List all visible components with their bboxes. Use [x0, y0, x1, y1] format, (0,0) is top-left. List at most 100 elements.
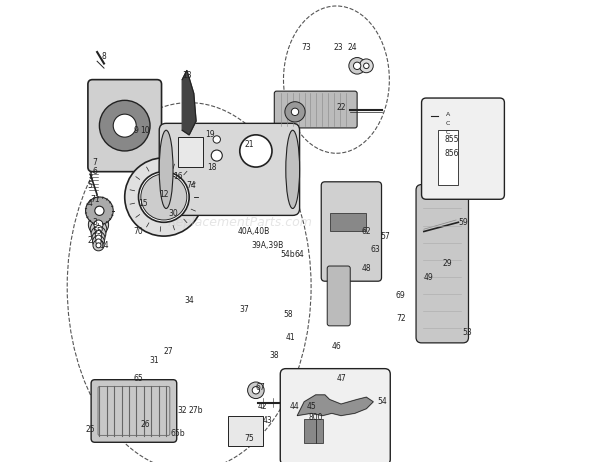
Text: 3: 3: [93, 218, 97, 227]
Text: 2: 2: [88, 236, 93, 245]
Circle shape: [96, 235, 101, 241]
FancyBboxPatch shape: [91, 380, 177, 442]
FancyBboxPatch shape: [88, 80, 162, 172]
Text: 800: 800: [309, 413, 323, 422]
Text: ReplacementParts.com: ReplacementParts.com: [168, 216, 312, 229]
Circle shape: [208, 130, 226, 149]
Text: 16: 16: [173, 172, 182, 181]
Circle shape: [96, 239, 101, 244]
Text: 19: 19: [205, 131, 215, 139]
FancyBboxPatch shape: [321, 182, 382, 281]
Text: 21: 21: [244, 139, 254, 149]
Circle shape: [86, 197, 113, 225]
FancyBboxPatch shape: [159, 123, 300, 215]
Text: 4: 4: [88, 200, 93, 208]
Circle shape: [349, 57, 365, 74]
Text: 74: 74: [186, 181, 196, 190]
Text: 12: 12: [159, 190, 169, 199]
Circle shape: [291, 108, 299, 116]
Text: 54: 54: [378, 397, 387, 406]
Circle shape: [113, 114, 136, 137]
Circle shape: [93, 236, 104, 248]
FancyBboxPatch shape: [422, 98, 504, 199]
Text: A: A: [446, 112, 450, 117]
Circle shape: [93, 240, 104, 251]
Circle shape: [92, 232, 105, 244]
Circle shape: [285, 102, 305, 122]
Ellipse shape: [159, 130, 173, 208]
Text: 75: 75: [244, 434, 254, 443]
Text: 856: 856: [444, 149, 459, 158]
FancyBboxPatch shape: [327, 266, 350, 326]
Text: 32: 32: [178, 407, 187, 415]
Text: 62: 62: [362, 227, 371, 236]
Text: 18: 18: [208, 163, 217, 172]
Circle shape: [88, 214, 109, 235]
Text: 70: 70: [134, 227, 143, 236]
Circle shape: [310, 397, 321, 408]
Circle shape: [196, 135, 237, 176]
Text: 53: 53: [463, 328, 473, 337]
Text: 9: 9: [134, 126, 139, 135]
Bar: [330, 213, 366, 232]
Text: 48: 48: [362, 264, 371, 273]
Circle shape: [95, 231, 102, 237]
Text: 15: 15: [138, 200, 148, 208]
Text: 65: 65: [134, 374, 143, 383]
Text: 26: 26: [140, 420, 150, 429]
Text: 5: 5: [88, 181, 93, 190]
Text: 8: 8: [101, 52, 106, 61]
Text: 34: 34: [184, 296, 194, 305]
Circle shape: [211, 150, 222, 161]
Text: 46: 46: [332, 342, 341, 351]
Circle shape: [363, 63, 369, 69]
Text: C: C: [446, 130, 450, 135]
Text: 25: 25: [86, 425, 95, 434]
Circle shape: [240, 135, 272, 167]
Text: 59: 59: [458, 218, 468, 227]
Polygon shape: [182, 70, 196, 135]
Text: 14: 14: [99, 241, 109, 250]
Circle shape: [124, 158, 203, 236]
Text: 49: 49: [424, 273, 433, 282]
Text: 44: 44: [290, 402, 300, 411]
Text: 69: 69: [396, 291, 406, 300]
Text: 38: 38: [270, 351, 279, 360]
Circle shape: [91, 226, 106, 241]
Circle shape: [95, 206, 104, 215]
Text: 72: 72: [396, 314, 406, 324]
Bar: [438, 130, 458, 186]
Polygon shape: [297, 395, 373, 416]
Circle shape: [139, 172, 189, 222]
Text: 65b: 65b: [171, 430, 185, 438]
Circle shape: [94, 220, 103, 229]
Text: 42: 42: [258, 402, 268, 411]
Text: 1: 1: [88, 172, 93, 181]
Text: 67: 67: [255, 383, 266, 393]
Bar: [304, 419, 316, 443]
Circle shape: [252, 387, 260, 394]
Ellipse shape: [286, 130, 300, 208]
Bar: [178, 137, 203, 167]
Text: 13: 13: [182, 70, 192, 80]
Text: 54b: 54b: [281, 250, 296, 259]
Circle shape: [99, 100, 150, 151]
Circle shape: [90, 221, 107, 238]
Bar: [228, 416, 263, 445]
Text: 27: 27: [163, 347, 173, 356]
Text: 57: 57: [380, 232, 389, 241]
Text: 40A,40B: 40A,40B: [237, 227, 270, 236]
Text: 41: 41: [286, 333, 295, 342]
Text: 64: 64: [295, 250, 304, 259]
Text: 58: 58: [283, 310, 293, 319]
Text: 855: 855: [444, 135, 459, 144]
Circle shape: [353, 62, 361, 69]
Text: 73: 73: [301, 43, 312, 52]
Circle shape: [213, 136, 221, 143]
Text: 71: 71: [90, 195, 100, 204]
Text: 23: 23: [334, 43, 343, 52]
Text: 39A,39B: 39A,39B: [251, 241, 284, 250]
Circle shape: [95, 225, 102, 233]
Circle shape: [248, 382, 264, 399]
Circle shape: [359, 59, 373, 73]
